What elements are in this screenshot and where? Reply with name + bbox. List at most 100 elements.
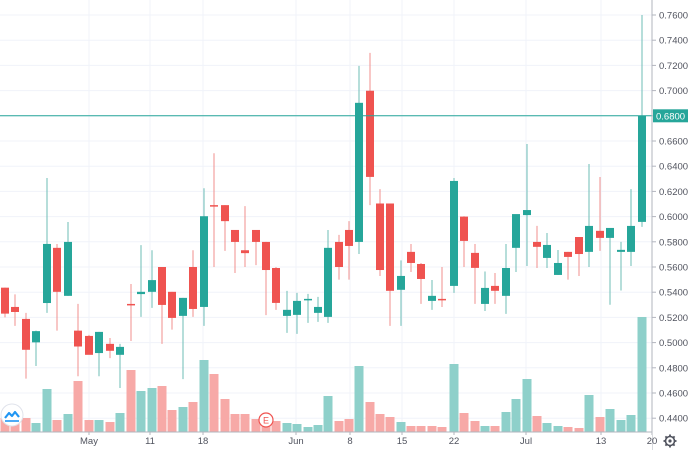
candle [355,65,363,255]
volume-bar [323,396,333,432]
candle [293,292,301,334]
last-price-tag: 0.6800 [653,109,688,123]
candle [491,273,499,304]
volume-bar [365,402,375,432]
candle [22,312,30,379]
volume-bar [199,360,209,432]
volume-bar [31,423,41,432]
volume-bar [344,419,354,432]
candle [523,144,531,266]
candle [596,177,604,251]
volume-bar [0,418,10,432]
candle [428,279,436,310]
volume-bar [303,427,313,432]
tradingview-logo-icon[interactable] [0,403,24,427]
candle [11,294,19,326]
volume-bar [437,427,447,432]
candle [438,267,446,307]
candle [168,291,176,330]
candle [64,222,72,296]
time-tick-label: 11 [145,436,155,447]
volume-bar [385,417,395,432]
volume-bar [470,421,480,432]
candle [189,250,197,317]
candle [512,214,520,273]
volume-bar [501,412,511,432]
volume-bar [105,422,115,432]
candle [262,241,270,316]
volume-bar [73,381,83,432]
volume-bar [584,395,594,432]
candle [627,189,635,266]
candle [450,178,458,293]
candle [575,237,583,276]
candle [252,229,260,266]
price-tick-label: 0.6000 [659,212,688,223]
volume-bar [157,386,167,432]
candle [272,267,280,310]
time-axis[interactable] [0,432,652,450]
volume-bar [115,413,125,432]
volume-bar [522,379,532,432]
grid-lines [0,0,653,432]
price-tick-label: 0.4800 [659,363,688,374]
volume-bar [220,399,230,432]
candle [1,287,9,318]
volume-bar [375,414,385,432]
price-tick-label: 0.5800 [659,237,688,248]
volume-bar [626,415,636,432]
volume-bar [271,421,281,432]
volume-bar [209,374,219,432]
price-tick-label: 0.5200 [659,313,688,324]
candle [314,296,322,322]
candle [617,241,625,291]
volume-bar [574,428,584,432]
candle [210,153,218,267]
time-axis-ticks: May 11 18 Jun 8 15 22 Jul 13 20 [80,432,657,447]
volume-bar [511,399,521,432]
price-tick-label: 0.6400 [659,162,688,173]
volume-bar [334,421,344,432]
candle [179,297,187,380]
price-tick-label: 0.6200 [659,187,688,198]
candle [554,249,562,275]
volume-bar [563,427,573,432]
candle [127,284,135,341]
volume-bars [0,317,647,432]
volume-bar [406,426,416,432]
candle [43,178,51,313]
time-tick-label: 18 [198,436,209,447]
volume-bar [178,407,188,432]
candle [95,331,103,377]
time-tick-label: 8 [347,436,352,447]
candle [471,243,479,304]
price-tick-label: 0.5600 [659,263,688,274]
time-tick-label: 13 [596,436,607,447]
volume-bar [84,420,94,432]
volume-bar [605,409,615,432]
candle [231,229,239,274]
volume-bar [459,413,469,432]
gear-icon[interactable] [663,434,677,448]
time-tick-label: 20 [647,436,658,447]
volume-bar [251,419,261,432]
earnings-marker[interactable]: E [258,412,274,428]
price-tick-label: 0.7400 [659,36,688,47]
volume-bar [449,364,459,432]
candle [543,232,551,269]
candle [304,293,312,323]
volume-bar [595,417,605,432]
candle [564,251,572,280]
time-tick-label: May [80,436,98,447]
volume-bar [416,426,426,432]
price-axis[interactable] [652,0,688,450]
volume-bar [230,414,240,432]
volume-bar [42,389,52,432]
volume-bar [240,414,250,432]
candle [283,290,291,333]
volume-bar [637,317,647,432]
candle [397,260,405,326]
candles [1,15,646,388]
